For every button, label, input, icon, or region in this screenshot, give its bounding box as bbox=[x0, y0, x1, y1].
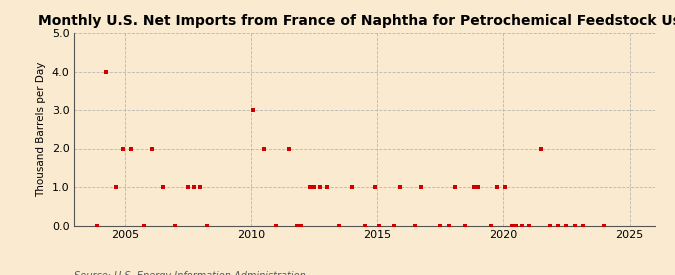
Point bbox=[117, 146, 128, 151]
Point bbox=[321, 185, 332, 189]
Point bbox=[485, 223, 496, 228]
Point bbox=[126, 146, 136, 151]
Point bbox=[284, 146, 294, 151]
Point bbox=[157, 185, 168, 189]
Point bbox=[569, 223, 580, 228]
Point bbox=[561, 223, 572, 228]
Point bbox=[346, 185, 357, 189]
Point bbox=[370, 185, 381, 189]
Point bbox=[395, 185, 406, 189]
Point bbox=[258, 146, 269, 151]
Point bbox=[435, 223, 446, 228]
Point bbox=[182, 185, 193, 189]
Point bbox=[201, 223, 212, 228]
Point bbox=[92, 223, 103, 228]
Point bbox=[359, 223, 370, 228]
Point bbox=[410, 223, 421, 228]
Point bbox=[500, 185, 511, 189]
Point bbox=[460, 223, 471, 228]
Point bbox=[111, 185, 122, 189]
Point bbox=[506, 223, 517, 228]
Point bbox=[468, 185, 479, 189]
Point bbox=[443, 223, 454, 228]
Point bbox=[578, 223, 589, 228]
Point bbox=[101, 69, 111, 74]
Point bbox=[292, 223, 302, 228]
Point bbox=[523, 223, 534, 228]
Point bbox=[189, 185, 200, 189]
Point bbox=[315, 185, 326, 189]
Point bbox=[510, 223, 521, 228]
Y-axis label: Thousand Barrels per Day: Thousand Barrels per Day bbox=[36, 62, 46, 197]
Point bbox=[491, 185, 502, 189]
Point bbox=[553, 223, 564, 228]
Title: Monthly U.S. Net Imports from France of Naphtha for Petrochemical Feedstock Use: Monthly U.S. Net Imports from France of … bbox=[38, 14, 675, 28]
Point bbox=[170, 223, 181, 228]
Point bbox=[599, 223, 610, 228]
Point bbox=[416, 185, 427, 189]
Point bbox=[146, 146, 157, 151]
Point bbox=[138, 223, 149, 228]
Point bbox=[472, 185, 483, 189]
Point bbox=[374, 223, 385, 228]
Point bbox=[450, 185, 460, 189]
Point bbox=[248, 108, 259, 112]
Point bbox=[271, 223, 281, 228]
Point bbox=[536, 146, 547, 151]
Point bbox=[334, 223, 345, 228]
Point bbox=[544, 223, 555, 228]
Text: Source: U.S. Energy Information Administration: Source: U.S. Energy Information Administ… bbox=[74, 271, 306, 275]
Point bbox=[195, 185, 206, 189]
Point bbox=[308, 185, 319, 189]
Point bbox=[304, 185, 315, 189]
Point bbox=[389, 223, 400, 228]
Point bbox=[517, 223, 528, 228]
Point bbox=[296, 223, 307, 228]
